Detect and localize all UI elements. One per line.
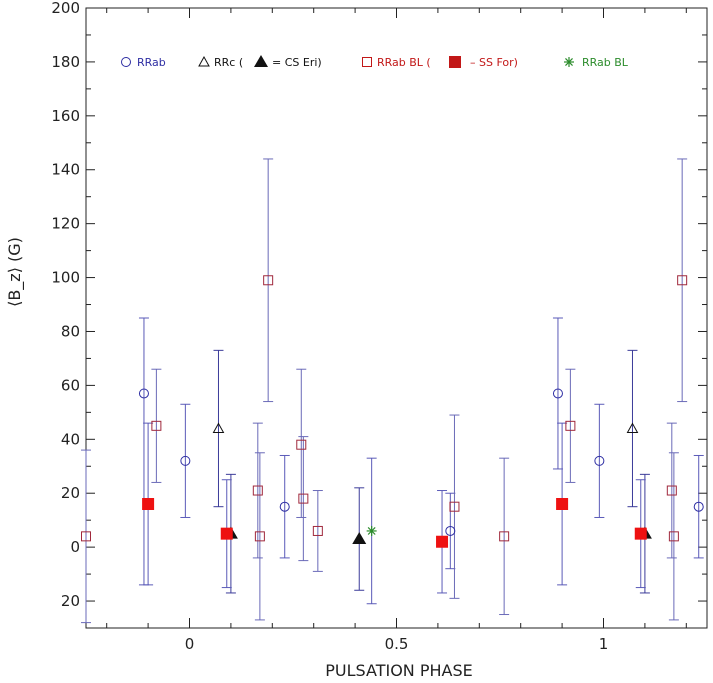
y-tick-label: 200 — [51, 0, 80, 17]
data-point — [666, 485, 677, 496]
data-point — [677, 275, 688, 286]
legend-label: RRab BL ( — [377, 56, 431, 69]
plot-frame — [85, 7, 708, 629]
data-point — [138, 388, 149, 399]
legend-label: = CS Eri) — [272, 56, 322, 69]
data-point — [220, 527, 233, 540]
data-point — [594, 455, 605, 466]
data-point — [445, 525, 456, 536]
y-axis-title: ⟨B_z⟩ (G) — [5, 237, 25, 307]
x-axis-title: PULSATION PHASE — [325, 661, 472, 680]
data-point — [296, 439, 307, 450]
y-tick-label: 100 — [51, 269, 80, 287]
data-point — [499, 531, 510, 542]
legend-marker — [362, 57, 372, 67]
data-point — [693, 501, 704, 512]
data-point — [668, 531, 679, 542]
data-point — [366, 525, 377, 536]
data-point — [151, 420, 162, 431]
y-tick-label: 80 — [61, 322, 80, 340]
y-tick-label: 140 — [51, 161, 80, 179]
legend-marker — [198, 55, 210, 67]
data-point — [81, 531, 91, 542]
y-tick-label: 160 — [51, 107, 80, 125]
data-point — [212, 422, 225, 434]
legend-marker — [254, 55, 268, 67]
legend-marker — [564, 57, 574, 67]
data-point — [312, 525, 323, 536]
y-tick-label: 20 — [61, 592, 80, 610]
y-tick-label: 120 — [51, 215, 80, 233]
x-tick-label: 0.5 — [385, 635, 409, 653]
y-tick-label: 40 — [61, 430, 80, 448]
data-point — [254, 531, 265, 542]
legend-label: RRab — [137, 56, 166, 69]
data-point — [565, 420, 576, 431]
x-axis: 0 0.5 1 — [106, 8, 687, 653]
legend-label: – SS For) — [470, 56, 518, 69]
data-point — [626, 422, 639, 434]
data-point — [556, 498, 569, 510]
data-point — [298, 493, 309, 504]
legend-marker — [121, 57, 131, 67]
x-tick-label: 1 — [599, 635, 609, 653]
data-point — [436, 535, 449, 548]
data-markers — [81, 275, 704, 548]
data-point — [279, 501, 290, 512]
data-point — [634, 527, 647, 540]
legend: RRab RRc ( = CS Eri) RRab BL ( – SS For) RRab… — [121, 55, 629, 69]
y-tick-label: 20 — [61, 484, 80, 502]
legend-label: RRc ( — [214, 56, 243, 69]
y-tick-label: 60 — [61, 376, 80, 394]
error-bars — [81, 158, 704, 624]
data-point — [552, 388, 563, 399]
y-tick-label: 180 — [51, 53, 80, 71]
y-tick-label: 0 — [70, 538, 80, 556]
data-point — [180, 455, 191, 466]
x-tick-label: 0 — [185, 635, 195, 653]
legend-label: RRab BL — [582, 56, 629, 69]
legend-marker — [449, 56, 461, 68]
data-point — [449, 501, 460, 512]
data-point — [263, 275, 274, 286]
data-point — [142, 498, 155, 510]
data-point — [352, 532, 367, 545]
data-point — [252, 485, 263, 496]
